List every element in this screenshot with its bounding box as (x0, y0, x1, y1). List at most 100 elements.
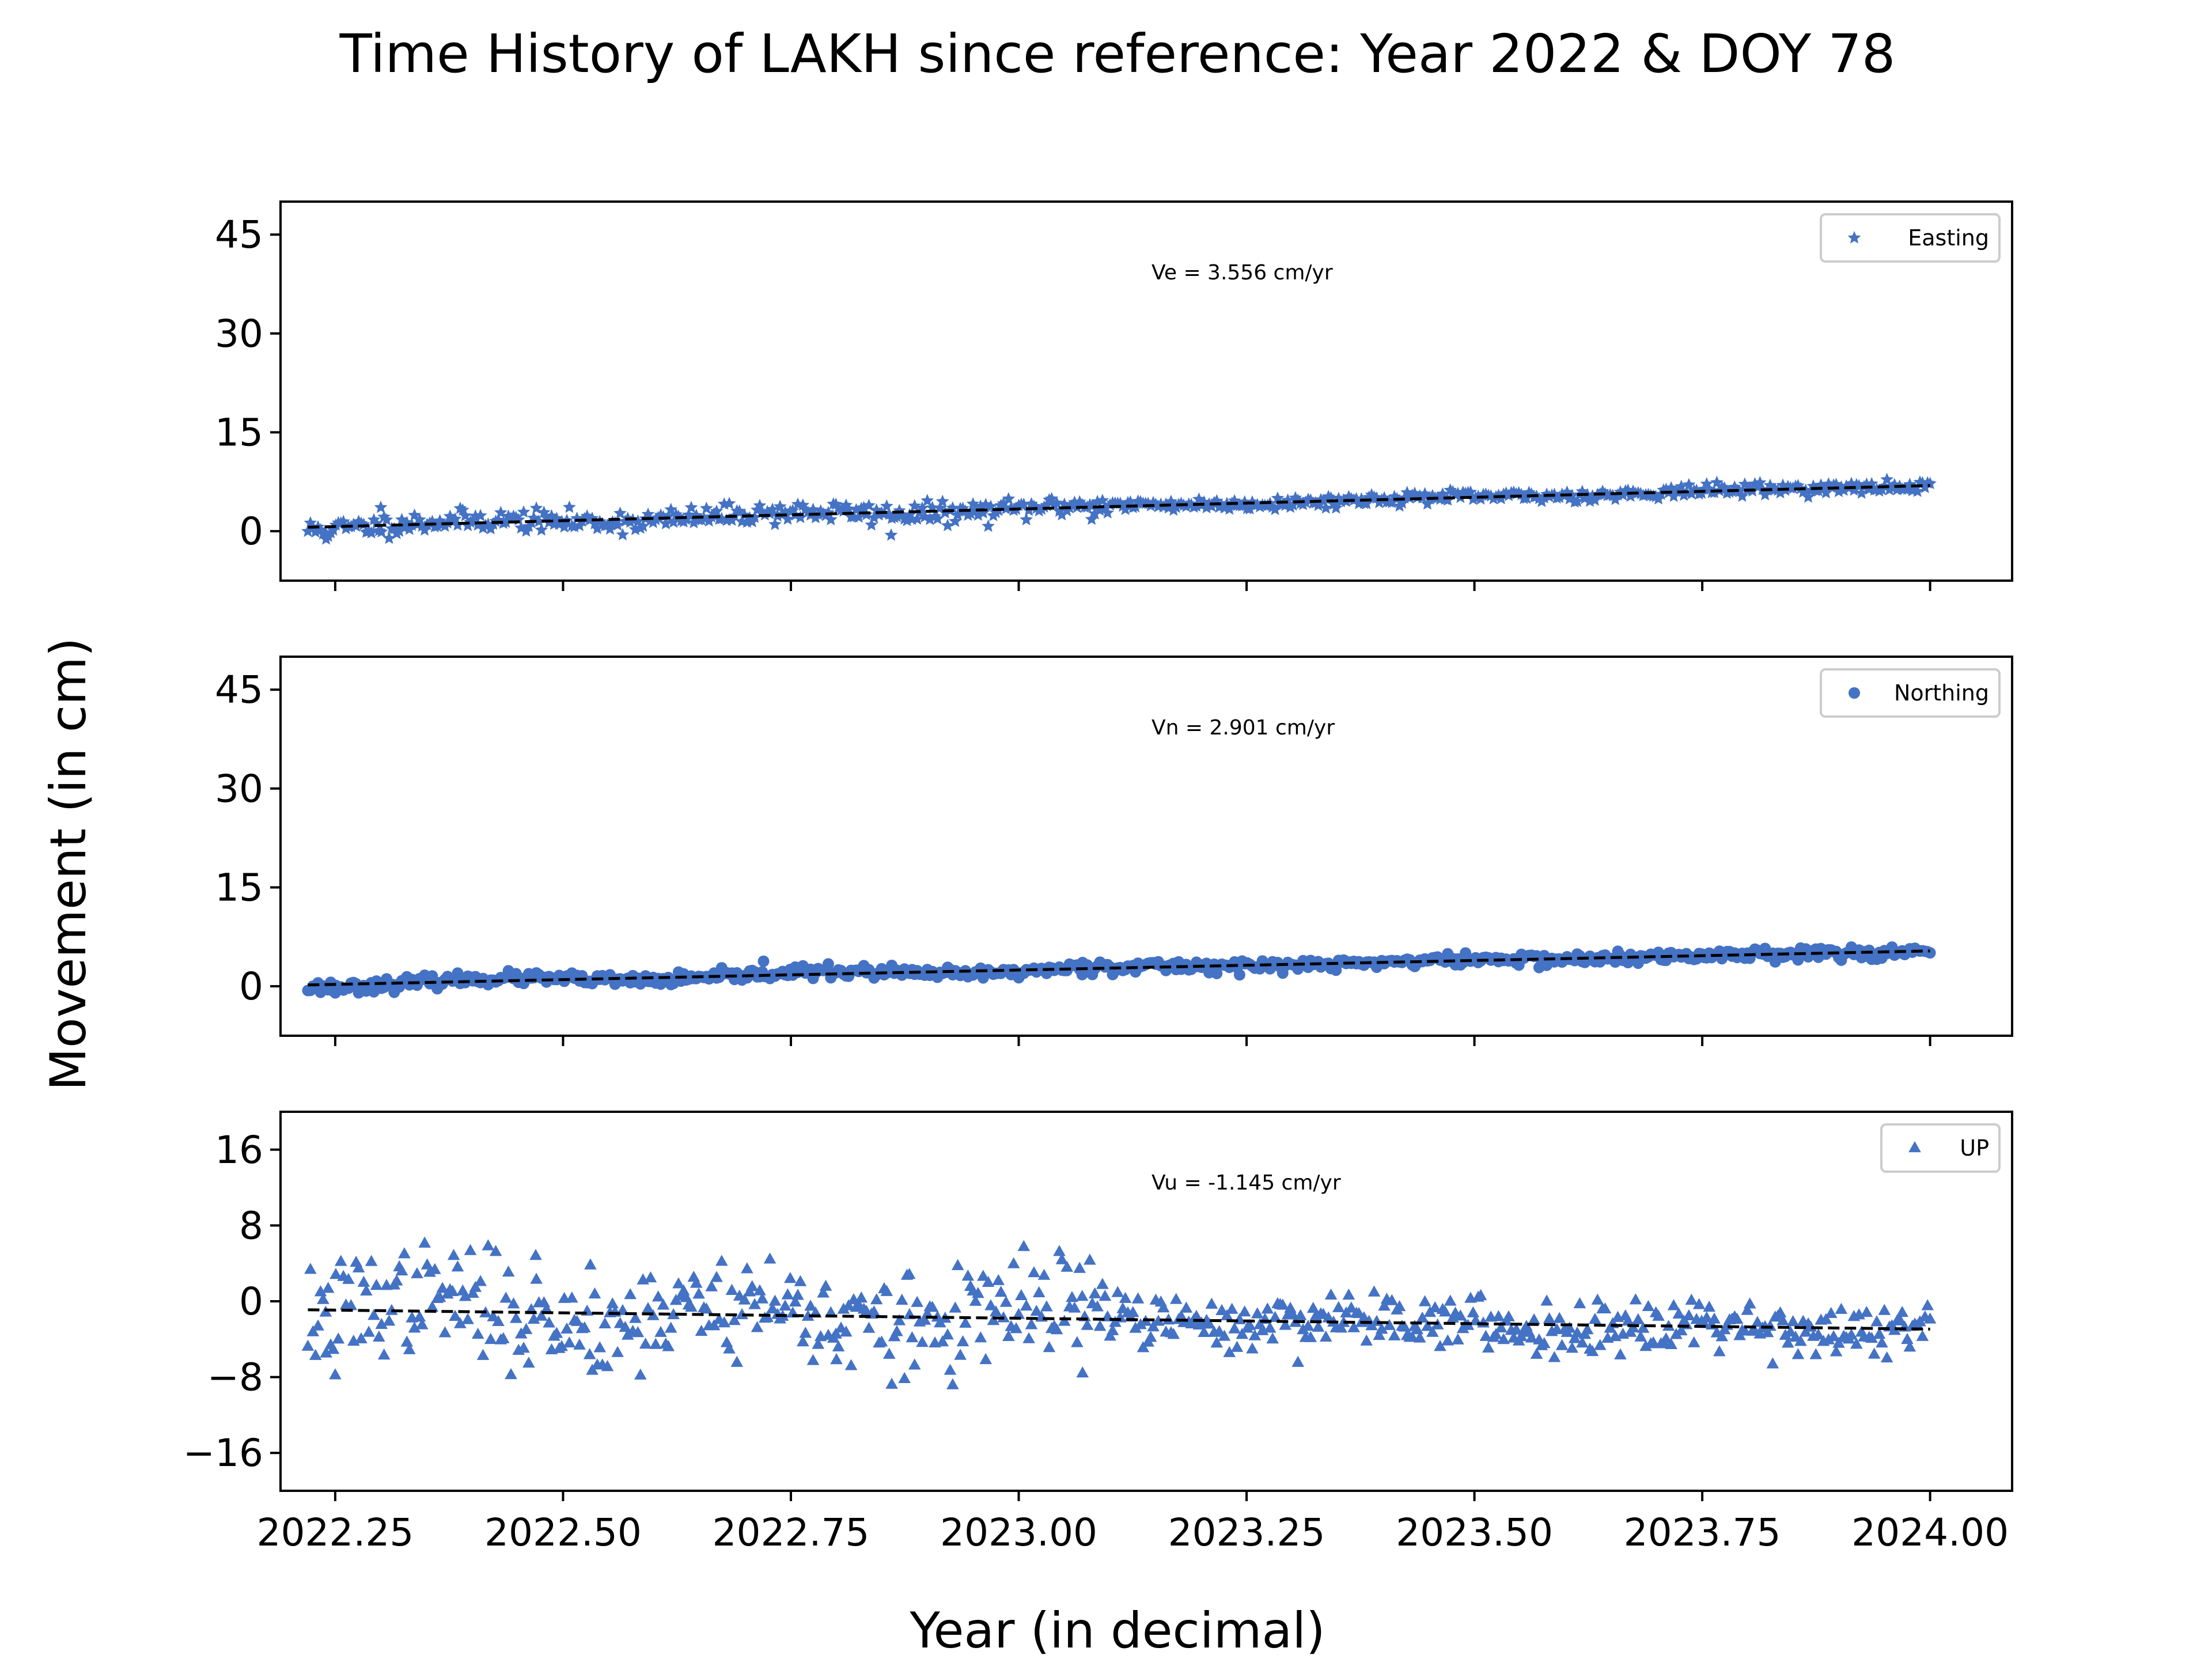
up-data-point (662, 1340, 675, 1351)
easting-data-point (1441, 493, 1455, 506)
easting-data-point (1855, 486, 1868, 499)
subplot-easting: 0 15 30 45 Ve = 3.556 cm/yr Easting (215, 200, 2013, 591)
up-data-point (398, 1247, 411, 1259)
xtick-label: 2022.75 (713, 1510, 870, 1555)
up-data-point (403, 1343, 416, 1354)
easting-data-point (451, 518, 464, 531)
up-data-point (1563, 1321, 1576, 1333)
up-data-point (1692, 1298, 1706, 1309)
up-data-point (584, 1258, 597, 1270)
easting-data-point (1101, 506, 1115, 519)
up-data-point (1002, 1330, 1015, 1341)
up-data-point (555, 1340, 568, 1351)
up-data-point (1319, 1330, 1332, 1342)
up-data-point (1215, 1304, 1228, 1315)
up-data-point (1203, 1317, 1215, 1329)
up-data-point (1221, 1309, 1233, 1320)
up-data-point (1413, 1331, 1426, 1343)
up-data-point (624, 1288, 637, 1300)
up-data-point (355, 1332, 368, 1344)
up-data-point (1119, 1291, 1132, 1303)
up-data-point (1809, 1348, 1823, 1359)
easting-data-point (931, 512, 944, 525)
easting-data-point (1911, 484, 1924, 497)
up-data-point (745, 1280, 759, 1291)
up-data-point (377, 1348, 391, 1360)
easting-data-point (1329, 501, 1343, 514)
up-data-point (1429, 1301, 1442, 1313)
easting-legend-marker (1847, 231, 1861, 244)
up-data-point (994, 1286, 1007, 1297)
up-data-point (436, 1282, 449, 1293)
up-data-point (360, 1284, 373, 1296)
figure-title: Time History of LAKH since reference: Ye… (339, 23, 1896, 85)
up-data-point (1703, 1300, 1715, 1312)
northing-ytick-label: 0 (239, 964, 263, 1009)
up-data-point (497, 1332, 510, 1343)
up-data-point (987, 1314, 1000, 1325)
up-data-point (695, 1324, 708, 1336)
up-data-point (1028, 1266, 1040, 1278)
up-data-point (751, 1321, 764, 1332)
up-data-point (654, 1325, 667, 1337)
up-data-point (839, 1325, 853, 1337)
up-data-point (1157, 1301, 1170, 1313)
up-data-point (474, 1275, 487, 1286)
up-data-point (891, 1325, 903, 1336)
easting-data-point (616, 528, 630, 541)
easting-data-point (1812, 484, 1825, 497)
up-data-point (893, 1314, 906, 1325)
up-data-point (1835, 1302, 1848, 1314)
up-data-point (606, 1297, 619, 1309)
up-data-point (1622, 1315, 1634, 1326)
up-data-point (540, 1302, 553, 1314)
up-data-point (467, 1286, 479, 1298)
up-data-point (1385, 1294, 1399, 1305)
subplot-up: −16 −8 0 8 16 2022.25 2022.50 2022.75 2023.00 202… (183, 1111, 2013, 1555)
up-ytick-label: 0 (239, 1279, 263, 1324)
up-data-point (1246, 1342, 1259, 1354)
easting-data-point (964, 506, 978, 520)
up-data-point (415, 1318, 429, 1330)
up-data-point (1637, 1321, 1650, 1333)
up-data-point (791, 1289, 804, 1300)
easting-data-point (1055, 507, 1069, 521)
up-ytick-label: 8 (239, 1203, 263, 1248)
up-data-point (1713, 1345, 1726, 1357)
up-data-point (1553, 1312, 1566, 1323)
up-data-point (317, 1293, 329, 1304)
up-data-point (1652, 1309, 1665, 1321)
up-data-point (1888, 1324, 1901, 1335)
up-data-point (844, 1359, 858, 1370)
up-data-point (644, 1271, 657, 1283)
up-data-point (461, 1313, 474, 1324)
up-data-point (1502, 1310, 1515, 1321)
up-data-point (941, 1328, 954, 1340)
up-data-point (1312, 1320, 1325, 1332)
up-data-point (806, 1354, 820, 1365)
up-data-point (799, 1327, 812, 1338)
up-data-point (1426, 1325, 1439, 1337)
up-data-point (1614, 1348, 1627, 1359)
up-data-point (570, 1315, 584, 1326)
up-data-point (1497, 1333, 1510, 1344)
up-data-point (344, 1299, 358, 1310)
up-data-point (1043, 1341, 1056, 1353)
up-data-point (1012, 1308, 1025, 1319)
up-data-point (1081, 1319, 1094, 1330)
northing-data-point (1233, 969, 1245, 981)
up-data-point (1543, 1312, 1556, 1324)
up-data-point (320, 1346, 332, 1358)
up-data-point (520, 1323, 533, 1334)
up-data-point (1515, 1330, 1528, 1342)
easting-data-point (710, 504, 724, 517)
easting-data-point (766, 502, 779, 516)
up-data-point (705, 1280, 718, 1291)
up-data-point (1411, 1323, 1424, 1335)
easting-data-point (773, 499, 787, 513)
up-data-point (1144, 1331, 1157, 1342)
easting-data-point (1286, 498, 1300, 511)
up-data-point (1730, 1312, 1744, 1324)
up-data-point (1418, 1295, 1431, 1306)
easting-data-point (499, 515, 513, 528)
